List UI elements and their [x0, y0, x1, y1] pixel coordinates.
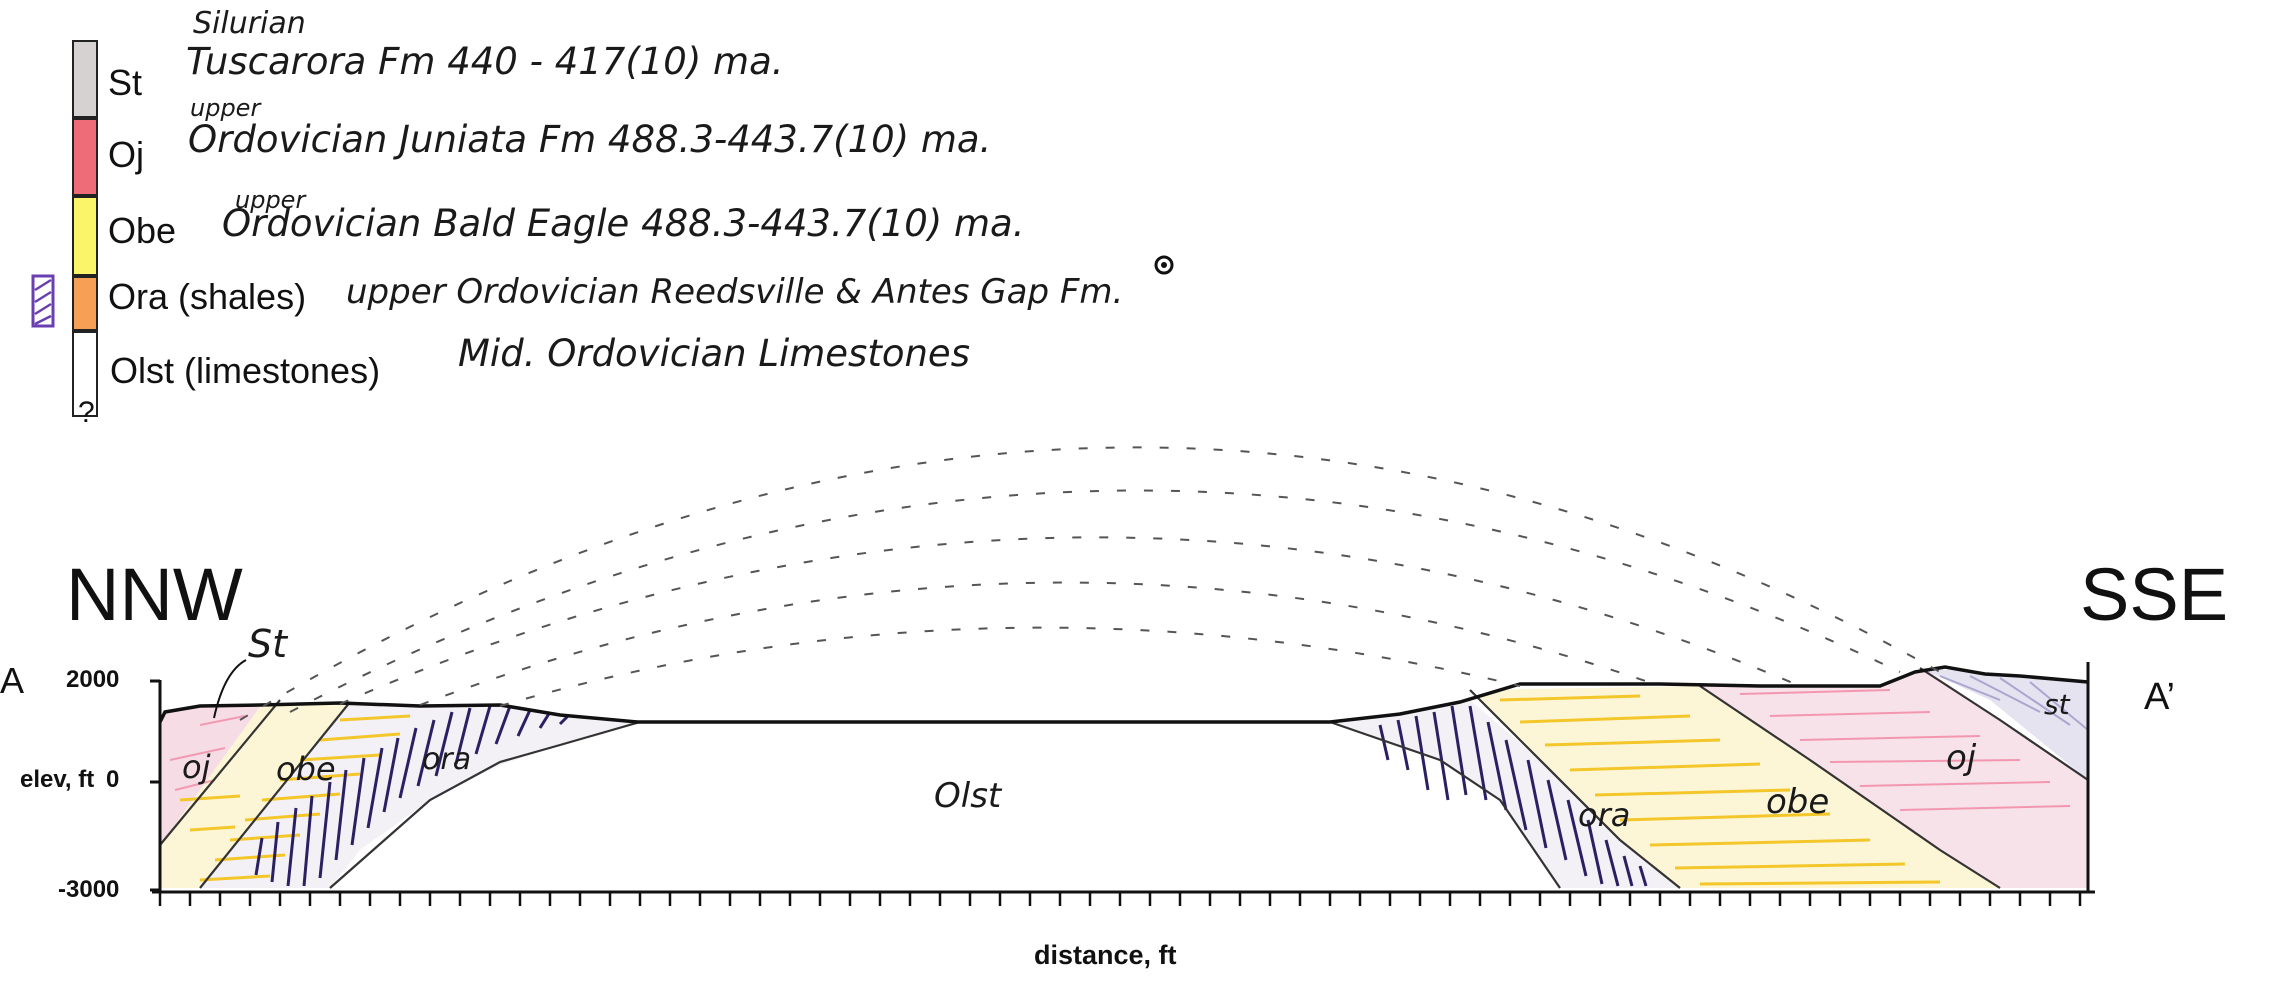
unit-obe-left-fill — [160, 700, 350, 888]
unit-label-olst: Olst — [934, 776, 1002, 816]
unit-label-ora-right: ora — [1578, 796, 1631, 834]
contact-lines — [159, 667, 2089, 889]
unit-label-obe-right: obe — [1766, 782, 1830, 822]
unit-label-oj-right: oj — [1946, 738, 1977, 778]
legend-swatch-oj — [72, 118, 98, 196]
direction-label-right: SSE — [2080, 553, 2229, 636]
direction-label-left: NNW — [66, 553, 243, 636]
projected-fold-dashes — [239, 446, 1941, 721]
unit-label-obe-left: obe — [276, 750, 336, 788]
legend-swatch-olst — [72, 331, 98, 417]
legend-note-obe: Ordovician Bald Eagle 488.3-443.7(10) ma… — [222, 202, 1025, 245]
unit-label-ora-left: ora — [422, 742, 472, 777]
legend-note-olst: Mid. Ordovician Limestones — [458, 332, 970, 375]
legend-symbol-obe: Obe — [108, 210, 177, 251]
oj-left-strokes — [169, 715, 246, 791]
legend-prenote-oj: upper — [190, 94, 261, 122]
legend-prenote-st: Silurian — [193, 6, 306, 41]
unit-oj-right-fill — [1700, 672, 2088, 888]
legend-symbol-olst: Olst (limestones) — [110, 350, 381, 391]
unit-label-st-left: St — [248, 622, 288, 666]
legend-note-oj: Ordovician Juniata Fm 488.3-443.7(10) ma… — [188, 118, 992, 161]
ora-left-strokes — [254, 705, 572, 887]
obe-right-strokes — [1499, 694, 1941, 886]
x-axis-label: distance, ft — [1034, 940, 1177, 970]
y-tick-label-2000: 2000 — [66, 666, 120, 693]
legend-prenote-obe: upper — [235, 186, 306, 214]
legend-swatch-st — [72, 40, 98, 118]
legend-symbol-st: St — [108, 62, 143, 103]
legend-swatch-obe — [72, 196, 98, 276]
axes — [150, 662, 2095, 894]
section-point-right: A’ — [2144, 676, 2175, 718]
unit-obe-right-fill — [1470, 686, 2000, 888]
st-leader-line — [213, 659, 247, 719]
st-right-strokes — [1939, 675, 2088, 731]
legend-symbol-oj: Oj — [108, 134, 144, 175]
legend-symbol-ora: Ora (shales) — [108, 276, 307, 317]
topographic-surface — [158, 665, 2089, 724]
legend-note-ora: upper Ordovician Reedsville & Antes Gap … — [346, 272, 1124, 312]
y-tick-label-0: 0 — [106, 766, 120, 793]
y-axis-label: elev, ft — [20, 766, 95, 793]
section-point-left: A — [0, 660, 25, 701]
legend-note-st: Tuscarora Fm 440 - 417(10) ma. — [186, 40, 784, 83]
unit-label-oj-left: oj — [182, 748, 211, 786]
unit-label-st-right: st — [2044, 688, 2070, 721]
oj-right-strokes — [1739, 689, 2071, 811]
legend-swatch-ora — [72, 276, 98, 331]
y-tick-label-neg3000: -3000 — [58, 876, 120, 903]
legend-question-mark: ? — [78, 396, 95, 429]
x-ticks — [158, 892, 2082, 906]
